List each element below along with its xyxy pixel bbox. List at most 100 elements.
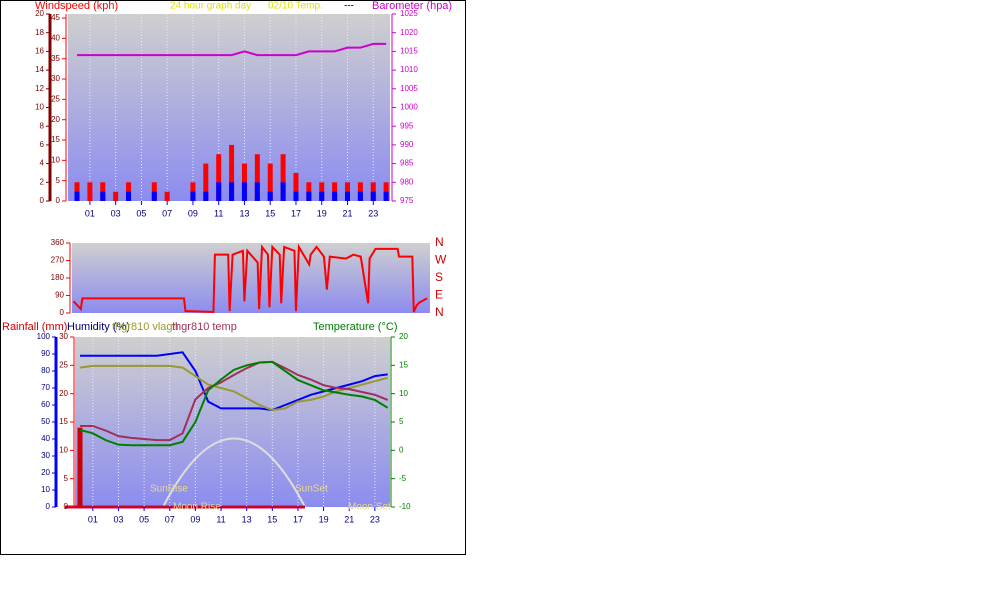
y-tick-label: 985 bbox=[400, 159, 414, 168]
bar bbox=[267, 163, 273, 201]
y-tick-label: 30 bbox=[51, 74, 60, 83]
y-tick-label: 30 bbox=[59, 332, 68, 341]
y-tick-label: 0 bbox=[60, 308, 65, 317]
x-tick-label: 05 bbox=[136, 208, 146, 218]
bar bbox=[229, 182, 235, 201]
y-tick-label: 0 bbox=[40, 196, 45, 205]
y-tick-label: 20 bbox=[59, 389, 68, 398]
x-tick-label: 09 bbox=[188, 208, 198, 218]
chart-title: 24 hour graph day bbox=[170, 1, 251, 12]
bar bbox=[74, 191, 80, 201]
y-tick-label: 15 bbox=[51, 135, 60, 144]
x-tick-label: 11 bbox=[216, 514, 225, 524]
bar bbox=[229, 144, 235, 201]
annotation: SunRise bbox=[150, 484, 188, 495]
y-tick-label: 10 bbox=[41, 485, 50, 494]
bar bbox=[203, 163, 209, 201]
bar bbox=[293, 191, 299, 201]
bar bbox=[254, 182, 260, 201]
x-tick-label: 19 bbox=[319, 514, 329, 524]
y-tick-label: 270 bbox=[51, 256, 65, 265]
x-tick-label: 23 bbox=[368, 208, 378, 218]
plot-area bbox=[75, 337, 390, 507]
bar bbox=[241, 182, 247, 201]
bar bbox=[151, 191, 157, 201]
legend-label: Windspeed (kph) bbox=[35, 0, 118, 12]
y-tick-label: 16 bbox=[35, 47, 44, 56]
chart-subtitle: 02/10 Temp. bbox=[268, 1, 323, 12]
x-tick-label: 11 bbox=[214, 208, 223, 218]
y-tick-label: 1000 bbox=[400, 103, 418, 112]
series-line bbox=[80, 360, 389, 442]
compass-label: N bbox=[435, 305, 444, 319]
y-tick-label: 90 bbox=[55, 291, 64, 300]
bar bbox=[370, 191, 376, 201]
y-tick-label: 100 bbox=[37, 332, 51, 341]
bar bbox=[280, 154, 286, 201]
x-tick-label: 21 bbox=[344, 514, 354, 524]
bar bbox=[216, 154, 222, 201]
y-tick-label: 10 bbox=[59, 445, 68, 454]
x-tick-label: 09 bbox=[190, 514, 200, 524]
y-tick-label: 40 bbox=[41, 434, 50, 443]
x-tick-label: 15 bbox=[265, 208, 275, 218]
y-tick-label: -5 bbox=[399, 474, 407, 483]
y-tick-label: 180 bbox=[51, 273, 65, 282]
y-tick-label: 25 bbox=[51, 94, 60, 103]
x-tick-label: 21 bbox=[342, 208, 352, 218]
legend-label: Barometer (hpa) bbox=[372, 0, 452, 12]
y-tick-label: 1025 bbox=[400, 9, 418, 18]
y-tick-label: 40 bbox=[51, 34, 60, 43]
y-tick-label: 5 bbox=[64, 474, 69, 483]
y-tick-label: 14 bbox=[35, 65, 44, 74]
y-tick-label: 995 bbox=[400, 121, 414, 130]
y-tick-label: 12 bbox=[35, 84, 44, 93]
bar bbox=[164, 191, 170, 201]
bar bbox=[319, 191, 325, 201]
y-tick-label: 5 bbox=[399, 417, 404, 426]
y-tick-label: 360 bbox=[51, 238, 65, 247]
legend-label: thgr810 temp bbox=[172, 321, 237, 333]
y-tick-label: 1005 bbox=[400, 84, 418, 93]
y-tick-label: 20 bbox=[41, 468, 50, 477]
bar bbox=[113, 191, 119, 201]
x-tick-label: 03 bbox=[111, 208, 121, 218]
x-tick-label: 19 bbox=[317, 208, 327, 218]
x-tick-label: 13 bbox=[239, 208, 249, 218]
x-tick-label: 03 bbox=[113, 514, 123, 524]
x-tick-label: 17 bbox=[291, 208, 301, 218]
y-tick-label: 1015 bbox=[400, 47, 418, 56]
compass-label: E bbox=[435, 288, 443, 302]
y-tick-label: 50 bbox=[41, 417, 50, 426]
bar bbox=[126, 191, 132, 201]
legend-label: Temperature (°C) bbox=[313, 321, 397, 333]
bar bbox=[77, 427, 83, 507]
y-tick-label: 0 bbox=[399, 445, 404, 454]
y-tick-label: 980 bbox=[400, 177, 414, 186]
annotation: Moon Set bbox=[348, 502, 391, 513]
annotation: --- bbox=[344, 1, 354, 12]
legend-label: Rainfall (mm) bbox=[2, 321, 67, 333]
y-tick-label: 0 bbox=[46, 502, 51, 511]
annotation: Moon Rise bbox=[173, 502, 221, 513]
y-tick-label: 1010 bbox=[400, 65, 418, 74]
compass-label: W bbox=[435, 253, 447, 267]
x-tick-label: 07 bbox=[165, 514, 175, 524]
y-tick-label: 975 bbox=[400, 196, 414, 205]
bar bbox=[216, 182, 222, 201]
x-tick-label: 23 bbox=[370, 514, 380, 524]
y-tick-label: 70 bbox=[41, 383, 50, 392]
y-tick-label: 10 bbox=[51, 155, 60, 164]
series-line bbox=[79, 360, 389, 447]
bar bbox=[203, 191, 209, 201]
x-tick-label: 07 bbox=[162, 208, 172, 218]
y-tick-label: 18 bbox=[35, 28, 44, 37]
compass-label: N bbox=[435, 235, 444, 249]
bar bbox=[267, 191, 273, 201]
bar bbox=[293, 172, 299, 201]
bar bbox=[100, 191, 106, 201]
x-tick-label: 17 bbox=[293, 514, 303, 524]
y-tick-label: 8 bbox=[40, 121, 45, 130]
